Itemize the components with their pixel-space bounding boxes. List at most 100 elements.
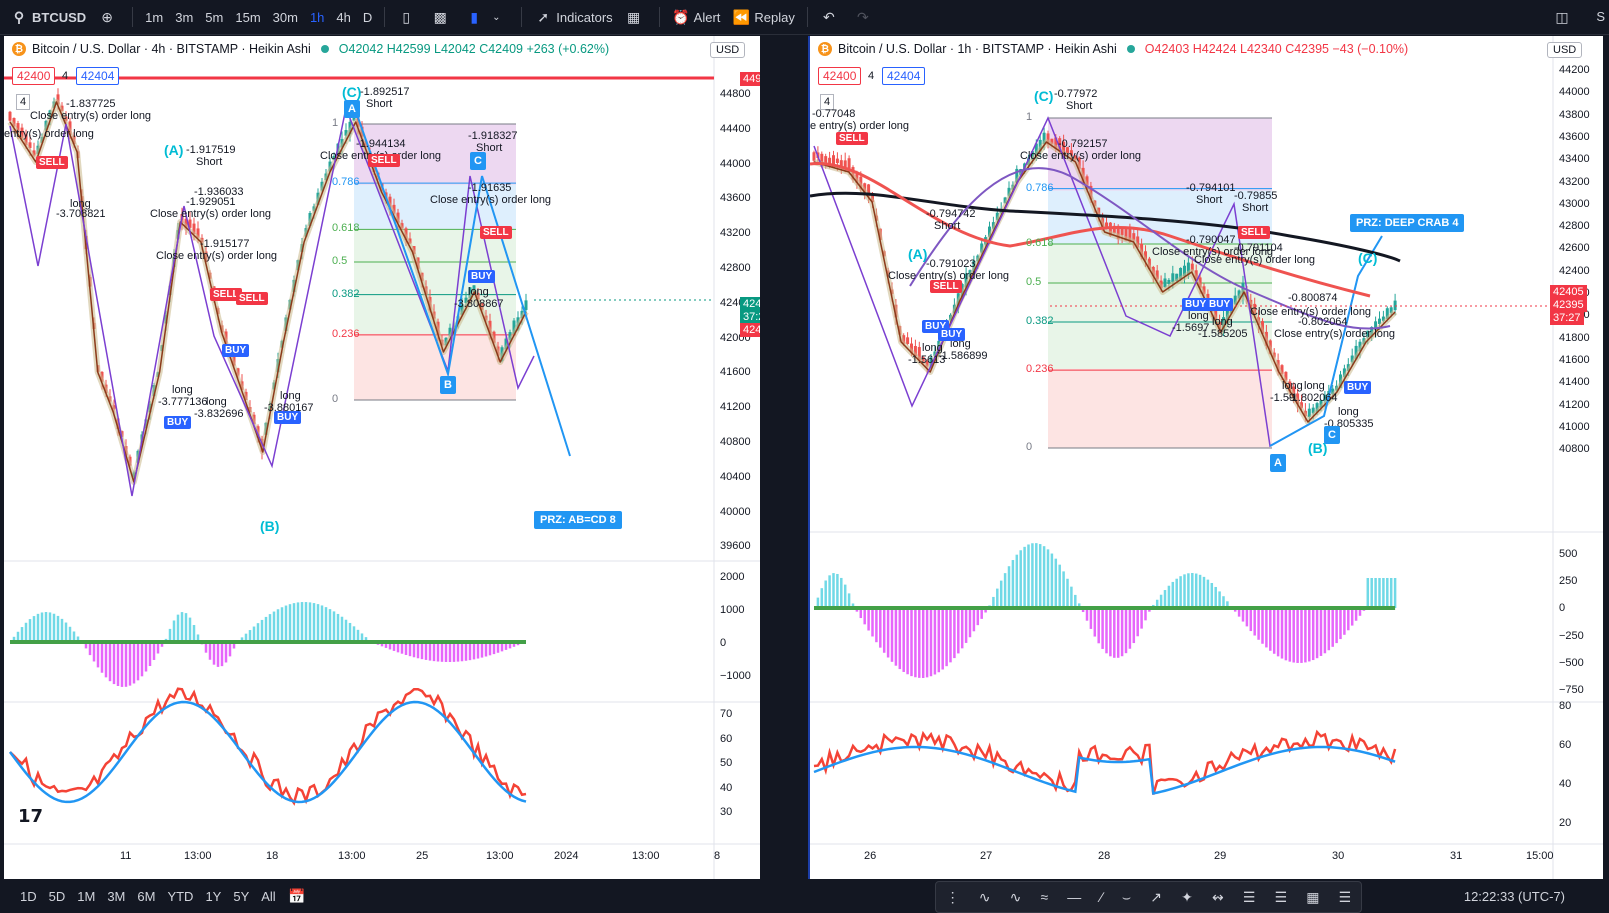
interval-4h[interactable]: 4h bbox=[336, 9, 351, 25]
interval-3m[interactable]: 3m bbox=[175, 9, 194, 25]
collapse-legend-1h[interactable]: 4 bbox=[820, 94, 835, 110]
axis-countdown-4h: 37:26 bbox=[740, 310, 760, 324]
layout-button[interactable]: ◫ bbox=[1553, 8, 1575, 26]
candle-body bbox=[1108, 222, 1112, 236]
symbol-search[interactable]: ⚲ BTCUSD bbox=[0, 0, 92, 34]
strategy-annotation: -0.794742 bbox=[926, 208, 976, 220]
candle-body bbox=[1167, 279, 1171, 285]
strategy-annotation: long bbox=[468, 286, 489, 298]
candle-body bbox=[32, 150, 36, 156]
candle-body bbox=[929, 357, 933, 368]
candle-body bbox=[1105, 222, 1108, 229]
undo-button[interactable]: ↶ bbox=[814, 0, 848, 34]
ray-icon[interactable]: ↗ bbox=[1150, 888, 1162, 905]
list-icon[interactable]: ☰ bbox=[1338, 888, 1352, 905]
interval-5m[interactable]: 5m bbox=[205, 9, 224, 25]
price-axis-label: 44800 bbox=[720, 88, 751, 100]
gann-icon[interactable]: ▦ bbox=[1306, 888, 1320, 905]
candle-body bbox=[1233, 295, 1237, 305]
ask-price-4h[interactable]: 42404 bbox=[76, 67, 120, 85]
currency-selector-4h[interactable]: USD bbox=[710, 42, 746, 58]
candle-body bbox=[913, 346, 917, 356]
ohlc-values-1h: O42403 H42424 L42340 C42395 −43 (−0.10%) bbox=[1144, 42, 1409, 56]
range-6m[interactable]: 6M bbox=[137, 888, 156, 904]
pitchfork-icon[interactable]: ⌣ bbox=[1121, 888, 1132, 905]
ohlc-values-4h: O42042 H42599 L42042 C42409 +263 (+0.62%… bbox=[338, 42, 610, 56]
candle-body bbox=[832, 155, 835, 168]
bid-price-1h[interactable]: 42400 bbox=[818, 67, 862, 85]
interval-15m[interactable]: 15m bbox=[235, 9, 261, 25]
range-3m[interactable]: 3M bbox=[107, 888, 126, 904]
fib-level-label: 0 bbox=[332, 393, 339, 405]
candle-body bbox=[1237, 290, 1241, 299]
red-moving-average bbox=[810, 161, 1371, 298]
strategy-annotation: -1.915177 bbox=[200, 238, 250, 250]
candle-body bbox=[1202, 286, 1206, 294]
redo-button[interactable]: ↷ bbox=[848, 0, 882, 34]
chart-type-button[interactable]: ▯ bbox=[391, 0, 425, 34]
alert-button[interactable]: ⏰ Alert bbox=[666, 0, 727, 34]
range-all[interactable]: All bbox=[261, 888, 276, 904]
date-range-button[interactable]: 📅 bbox=[282, 887, 316, 905]
trend-line-icon[interactable]: ∕ bbox=[1100, 889, 1103, 905]
rsi-slow-line bbox=[8, 700, 527, 804]
interval-1h[interactable]: 1h bbox=[309, 9, 325, 25]
compare-button[interactable]: ⊕ bbox=[92, 0, 126, 34]
collapse-legend-4h[interactable]: 4 bbox=[16, 94, 31, 110]
candle-body bbox=[988, 226, 991, 237]
strategy-annotation: -0.79855 bbox=[1234, 190, 1278, 202]
price-axis-label: 43000 bbox=[1559, 197, 1590, 210]
templates-button[interactable]: ▦ bbox=[619, 0, 653, 34]
replay-button[interactable]: ⏪ Replay bbox=[726, 0, 800, 34]
range-1y[interactable]: 1Y bbox=[205, 888, 222, 904]
range-5y[interactable]: 5Y bbox=[233, 888, 250, 904]
chart-canvas-1h[interactable] bbox=[810, 36, 1603, 879]
horizontal-ray-icon[interactable]: — bbox=[1067, 889, 1082, 905]
bid-price-4h[interactable]: 42400 bbox=[12, 67, 56, 85]
chart-style-button[interactable]: ▩ bbox=[425, 0, 459, 34]
abc-pattern-icon[interactable]: ∿ bbox=[1009, 888, 1022, 905]
strategy-annotation: long bbox=[1212, 316, 1233, 328]
indicators-button[interactable]: ➚ Indicators bbox=[528, 0, 618, 34]
range-5d[interactable]: 5D bbox=[48, 888, 66, 904]
zigzag-pattern bbox=[9, 105, 535, 497]
price-axis-label: 43200 bbox=[1559, 175, 1590, 188]
candle-body bbox=[188, 219, 192, 228]
axis-price-1-1h: 42405 bbox=[1550, 285, 1587, 299]
range-ytd[interactable]: YTD bbox=[167, 888, 194, 904]
buy-signal-tag: BUY bbox=[1344, 381, 1372, 394]
currency-selector-1h[interactable]: USD bbox=[1547, 42, 1583, 58]
interval-d[interactable]: D bbox=[362, 9, 373, 25]
ask-price-1h[interactable]: 42404 bbox=[882, 67, 926, 85]
heikin-ashi-button[interactable]: ▮ ⌄ bbox=[459, 0, 515, 34]
candle-body bbox=[1136, 236, 1140, 248]
trend-channel-icon[interactable]: ≈ bbox=[1040, 889, 1049, 905]
path-icon[interactable]: ↭ bbox=[1212, 888, 1224, 905]
strategy-annotation: -0.791023 bbox=[926, 258, 976, 270]
right-clipped-text: S bbox=[1596, 9, 1605, 24]
elliott-wave-icon[interactable]: ∿ bbox=[978, 888, 991, 905]
interval-1m[interactable]: 1m bbox=[145, 9, 164, 25]
candle-body bbox=[1374, 321, 1378, 330]
buy-signal-tag: BUY bbox=[1206, 298, 1234, 311]
drag-handle-icon[interactable]: ⋮ bbox=[945, 888, 960, 905]
clock-timezone[interactable]: 12:22:33 (UTC-7) bbox=[1463, 889, 1565, 904]
bottom-toolbar: 1D 5D 1M 3M 6M YTD 1Y 5Y All 📅 12:22:33 … bbox=[0, 879, 1609, 913]
fib-zone-mid bbox=[1048, 190, 1272, 244]
fib-extension-icon[interactable]: ☰ bbox=[1274, 888, 1288, 905]
candle-body bbox=[1331, 388, 1335, 395]
candle-body bbox=[1034, 143, 1038, 156]
xabcd-pattern-icon[interactable]: ✦ bbox=[1181, 888, 1193, 905]
fib-level-label: 0.382 bbox=[332, 287, 360, 300]
interval-30m[interactable]: 30m bbox=[272, 9, 298, 25]
macd-axis-label: 500 bbox=[1559, 548, 1578, 560]
fib-level-label: 0.236 bbox=[332, 327, 360, 340]
rsi-axis-label: 60 bbox=[1559, 739, 1572, 751]
fib-retracement-icon[interactable]: ☰ bbox=[1242, 888, 1256, 905]
range-1d[interactable]: 1D bbox=[20, 888, 37, 904]
chart-pane-4h[interactable]: ₿ Bitcoin / U.S. Dollar · 4h · BITSTAMP … bbox=[4, 36, 762, 879]
range-1m[interactable]: 1M bbox=[77, 888, 96, 904]
candle-body bbox=[1003, 197, 1007, 204]
candle-body bbox=[56, 94, 60, 105]
chart-pane-1h[interactable]: ₿ Bitcoin / U.S. Dollar · 1h · BITSTAMP … bbox=[808, 36, 1603, 879]
